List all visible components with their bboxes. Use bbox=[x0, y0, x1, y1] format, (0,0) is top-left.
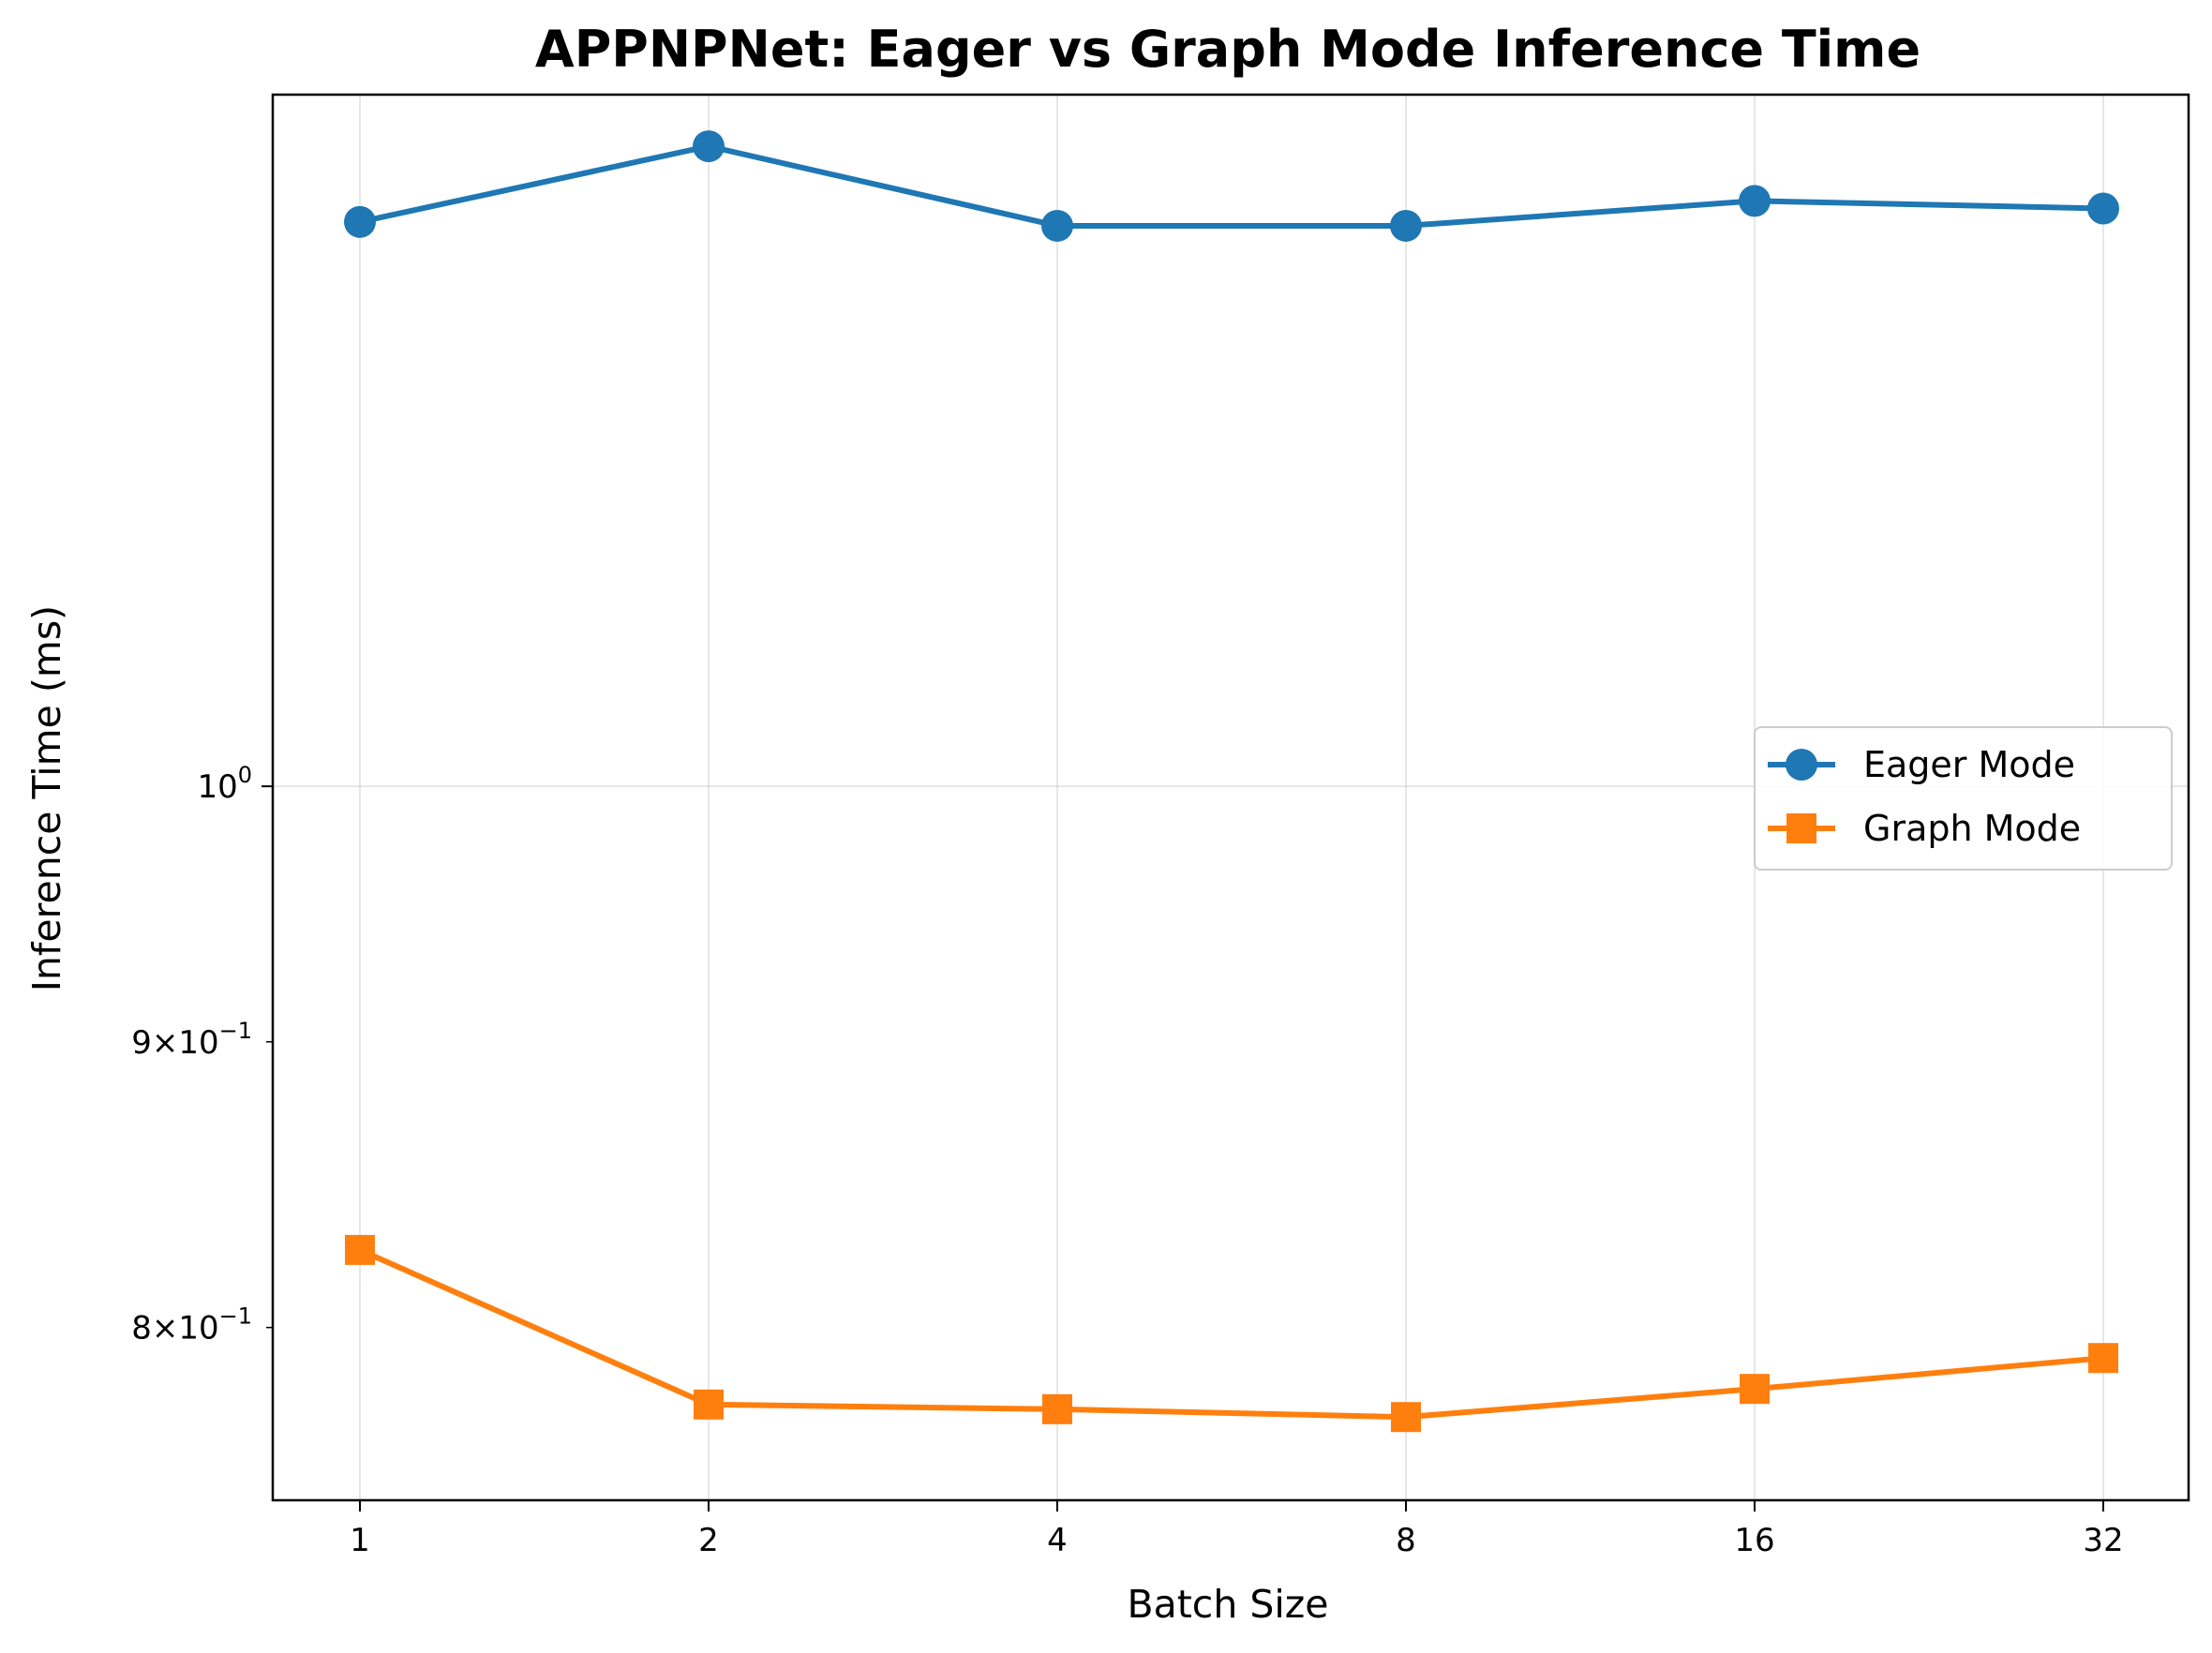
data-point bbox=[1740, 1374, 1770, 1405]
data-point bbox=[694, 1389, 724, 1420]
x-tick-label: 4 bbox=[1047, 1522, 1068, 1559]
y-axis-label: Inference Time (ms) bbox=[24, 605, 69, 991]
y-tick-label: 100 bbox=[197, 762, 252, 806]
legend-label: Graph Mode bbox=[1863, 808, 2081, 849]
plot-frame bbox=[271, 93, 2190, 1502]
series-line-1 bbox=[357, 143, 2106, 229]
data-point bbox=[1041, 209, 1073, 242]
data-point bbox=[1391, 1402, 1421, 1433]
x-axis-label: Batch Size bbox=[1127, 1582, 1328, 1627]
ticks-layer: 1 2 4 8 16 32 100 9×10−1 8×10−1 bbox=[131, 762, 2123, 1559]
data-point bbox=[2088, 1343, 2118, 1374]
x-tick-label: 2 bbox=[698, 1522, 719, 1559]
data-point bbox=[1042, 1393, 1072, 1424]
legend-label: Eager Mode bbox=[1863, 744, 2075, 785]
x-tick-label: 32 bbox=[2083, 1522, 2123, 1559]
y-tick-label: 8×10−1 bbox=[131, 1303, 252, 1348]
legend: Eager Mode Graph Mode bbox=[1754, 726, 2173, 871]
data-point bbox=[2087, 192, 2119, 225]
data-point bbox=[1739, 185, 1771, 217]
data-point bbox=[345, 1234, 375, 1265]
series-line-2 bbox=[357, 1246, 2106, 1421]
chart-title: APPNPNet: Eager vs Graph Mode Inference … bbox=[535, 20, 1921, 79]
data-point bbox=[1390, 209, 1422, 242]
legend-marker bbox=[1786, 813, 1816, 843]
x-tick-label: 16 bbox=[1734, 1522, 1774, 1559]
data-point bbox=[693, 130, 725, 163]
y-tick-label: 9×10−1 bbox=[131, 1018, 252, 1062]
legend-marker bbox=[1786, 749, 1817, 781]
x-tick-label: 8 bbox=[1396, 1522, 1416, 1559]
x-tick-label: 1 bbox=[350, 1522, 370, 1559]
legend-box bbox=[1754, 726, 2173, 871]
series-layer bbox=[344, 130, 2119, 1433]
data-point bbox=[344, 205, 376, 238]
